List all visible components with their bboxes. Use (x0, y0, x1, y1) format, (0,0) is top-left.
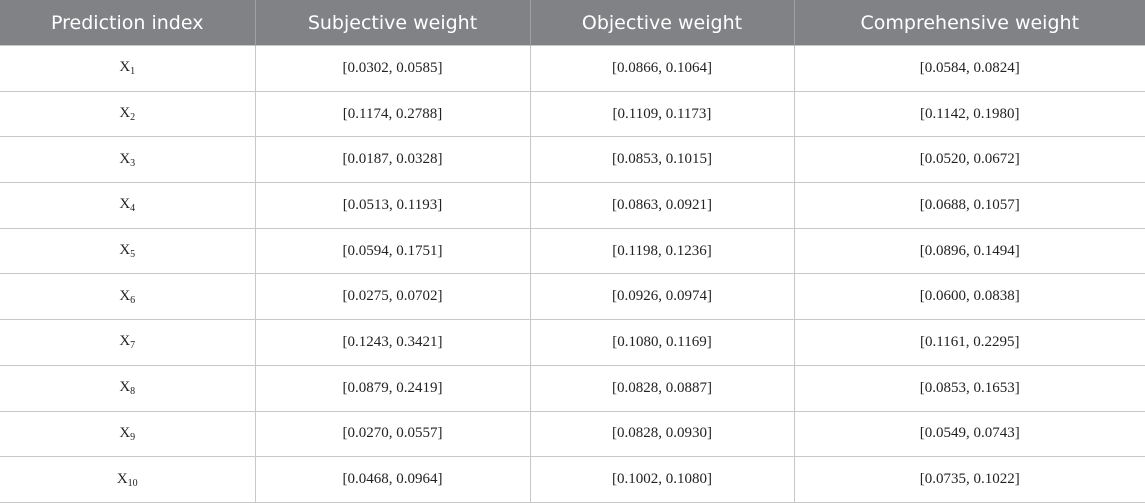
index-cell: X6 (0, 273, 256, 321)
header-cell: Objective weight (529, 0, 794, 46)
weight-cell: [0.0828, 0.0887] (529, 364, 795, 412)
table-body: X1 [0.0302, 0.0585] [0.0866, 0.1064] [0.058… (0, 45, 1145, 503)
weight-cell: [0.0270, 0.0557] (254, 410, 531, 458)
table-row: X1 [0.0302, 0.0585] [0.0866, 0.1064] [0.058… (0, 45, 1145, 92)
weight-cell: [0.1243, 0.3421] (254, 319, 531, 366)
index-cell: X1 (0, 45, 256, 92)
weight-cell: [0.0926, 0.0974] (529, 273, 795, 321)
weight-cell: [0.1174, 0.2788] (254, 90, 531, 138)
table-row: X4 [0.0513, 0.1193] [0.0863, 0.0921] [0.068… (0, 182, 1145, 229)
weight-cell: [0.0275, 0.0702] (254, 273, 531, 321)
table-row: X2 [0.1174, 0.2788] [0.1109, 0.1173] [0.114… (0, 90, 1145, 138)
index-base: X (119, 379, 131, 396)
weight-cell: [0.1002, 0.1080] (529, 456, 795, 503)
index-subscript: 3 (130, 157, 136, 169)
weight-cell: [0.0302, 0.0585] (254, 45, 531, 92)
weight-cell: [0.0600, 0.0838] (793, 273, 1145, 321)
weight-cell: [0.1109, 0.1173] (529, 90, 795, 138)
weight-cell: [0.0513, 0.1193] (254, 182, 531, 229)
index-cell: X8 (0, 364, 256, 412)
table-row: X10 [0.0468, 0.0964] [0.1002, 0.1080] [0.07… (0, 456, 1145, 503)
weight-cell: [0.0549, 0.0743] (793, 410, 1145, 458)
index-base: X (119, 196, 131, 213)
index-subscript: 7 (130, 340, 136, 352)
index-base: X (119, 242, 131, 259)
index-subscript: 10 (127, 477, 138, 489)
weight-cell: [0.0735, 0.1022] (793, 456, 1145, 503)
weight-cell: [0.0594, 0.1751] (254, 227, 531, 275)
table-row: X8 [0.0879, 0.2419] [0.0828, 0.0887] [0.085… (0, 364, 1145, 412)
table-row: X3 [0.0187, 0.0328] [0.0853, 0.1015] [0.052… (0, 136, 1145, 184)
index-subscript: 1 (130, 66, 136, 78)
index-base: X (119, 424, 131, 441)
weight-cell: [0.1161, 0.2295] (793, 319, 1145, 366)
weight-cell: [0.0828, 0.0930] (529, 410, 795, 458)
weight-cell: [0.0688, 0.1057] (793, 182, 1145, 229)
weight-cell: [0.0879, 0.2419] (254, 364, 531, 412)
index-subscript: 8 (130, 386, 136, 398)
weight-cell: [0.0866, 0.1064] (529, 45, 795, 92)
weight-cell: [0.1142, 0.1980] (793, 90, 1145, 138)
index-subscript: 9 (130, 431, 136, 443)
index-cell: X9 (0, 410, 256, 458)
weight-cell: [0.0896, 0.1494] (793, 227, 1145, 275)
index-base: X (119, 59, 131, 76)
header-row: Prediction index Subjective weight Objecti… (0, 0, 1145, 46)
index-cell: X4 (0, 182, 256, 229)
weight-cell: [0.0853, 0.1653] (793, 364, 1145, 412)
index-cell: X3 (0, 136, 256, 184)
index-subscript: 5 (130, 249, 136, 261)
table-row: X9 [0.0270, 0.0557] [0.0828, 0.0930] [0.054… (0, 410, 1145, 458)
index-cell: X5 (0, 227, 256, 275)
table-row: X5 [0.0594, 0.1751] [0.1198, 0.1236] [0.089… (0, 227, 1145, 275)
header-cell: Comprehensive weight (793, 0, 1145, 46)
index-cell: X10 (0, 456, 256, 503)
index-base: X (119, 287, 131, 304)
index-cell: X2 (0, 90, 256, 138)
weight-cell: [0.0468, 0.0964] (254, 456, 531, 503)
table-row: X7 [0.1243, 0.3421] [0.1080, 0.1169] [0.116… (0, 319, 1145, 366)
weight-cell: [0.1198, 0.1236] (529, 227, 795, 275)
index-base: X (116, 470, 128, 487)
index-subscript: 2 (130, 112, 136, 124)
header-cell: Subjective weight (254, 0, 530, 46)
weight-cell: [0.1080, 0.1169] (529, 319, 795, 366)
index-base: X (119, 150, 131, 167)
index-base: X (119, 105, 131, 122)
weight-cell: [0.0584, 0.0824] (793, 45, 1145, 92)
weight-cell: [0.0853, 0.1015] (529, 136, 795, 184)
index-subscript: 6 (130, 294, 136, 306)
header-cell: Prediction index (0, 0, 255, 46)
index-base: X (119, 333, 131, 350)
index-cell: X7 (0, 319, 256, 366)
weight-cell: [0.0520, 0.0672] (793, 136, 1145, 184)
table-row: X6 [0.0275, 0.0702] [0.0926, 0.0974] [0.060… (0, 273, 1145, 321)
weight-cell: [0.0187, 0.0328] (254, 136, 531, 184)
index-subscript: 4 (130, 203, 136, 215)
weight-cell: [0.0863, 0.0921] (529, 182, 795, 229)
